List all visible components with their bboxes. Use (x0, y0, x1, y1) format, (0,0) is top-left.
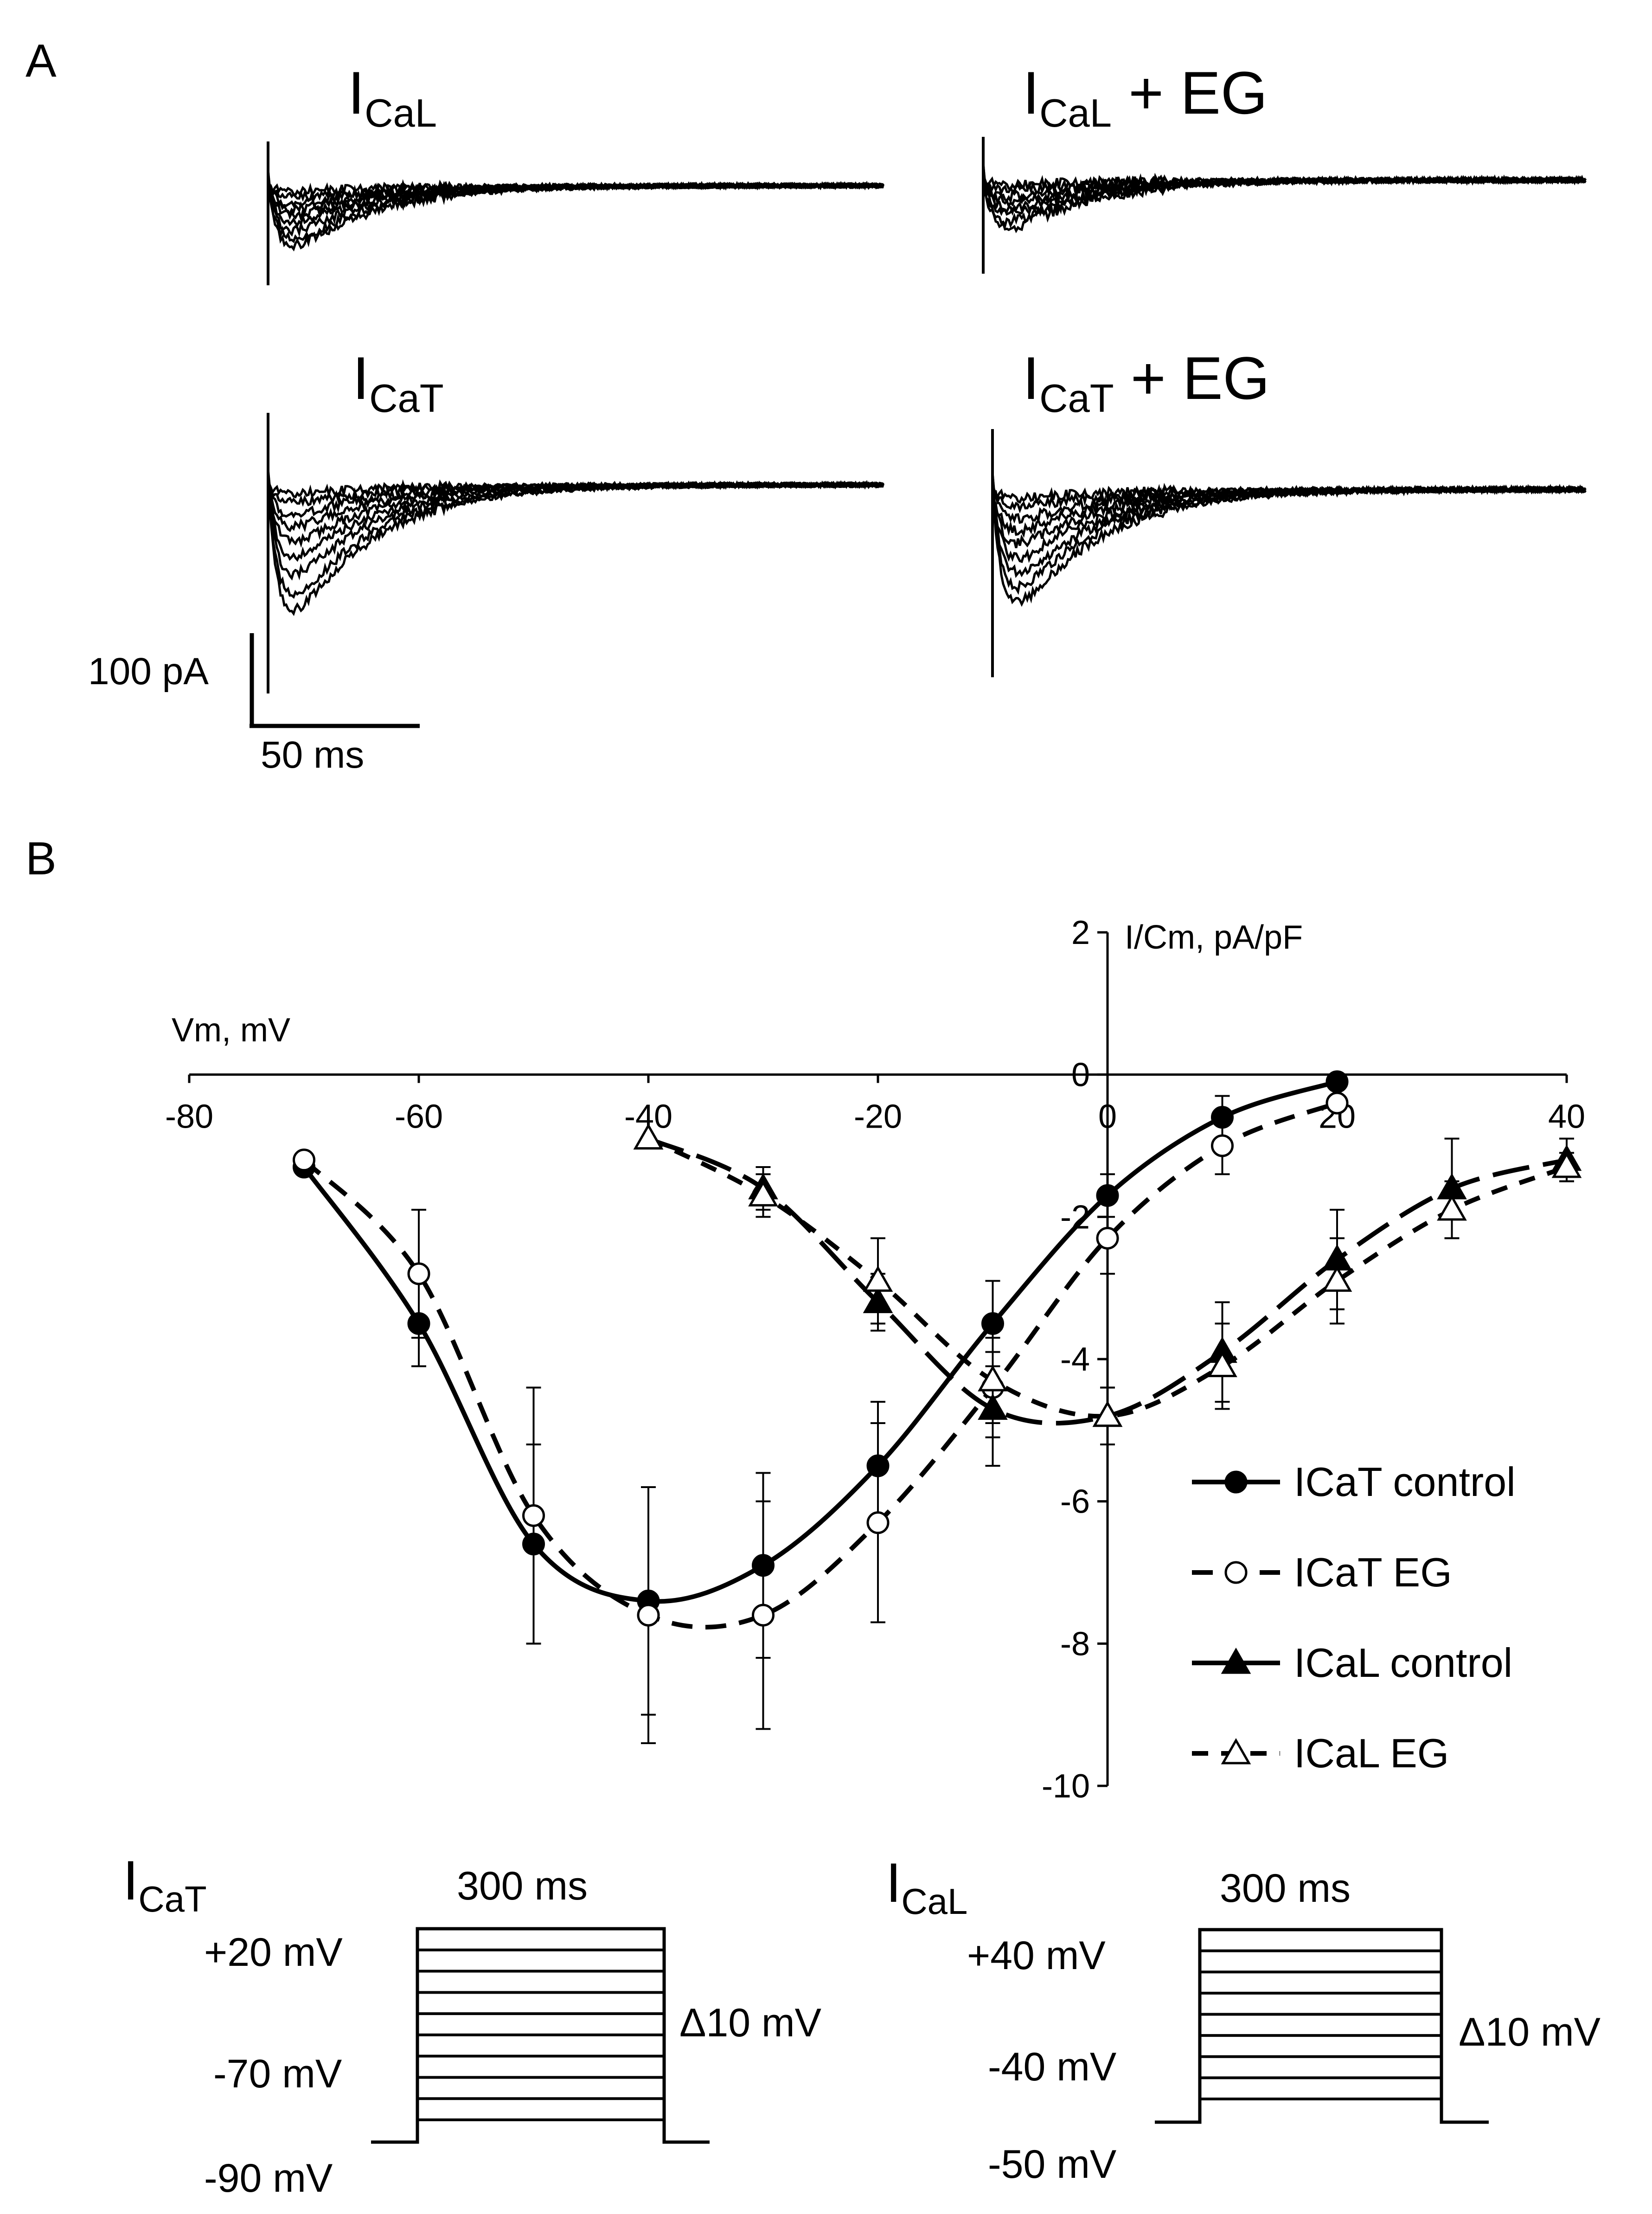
trace-family-cat-eg (991, 429, 1587, 677)
protocol-cat-step: Δ10 mV (679, 2001, 821, 2045)
panel-a-label: A (26, 35, 57, 87)
protocol-cal-top-voltage: +40 mV (967, 1933, 1106, 1978)
x-tick-label: 0 (1098, 1098, 1117, 1136)
trace-family-cal (267, 141, 884, 285)
chart-series (293, 1070, 1582, 1744)
panel-b-label: B (26, 833, 57, 885)
data-point (1325, 1070, 1349, 1093)
scale-bar-current-label: 100 pA (88, 650, 209, 693)
data-point (522, 1504, 545, 1527)
data-point (1325, 1091, 1349, 1115)
protocol-cal-title: ICaL (886, 1852, 967, 1922)
x-tick-label: -60 (395, 1098, 443, 1136)
protocol-cat: ICaT 300 ms +20 mV -70 mV -90 mV Δ10 mV (123, 1849, 821, 2201)
data-point (1437, 1194, 1467, 1221)
series-line (647, 1136, 1568, 1419)
protocol-cal-lower-voltage: -40 mV (988, 2045, 1116, 2089)
protocol-cal-duration: 300 ms (1220, 1866, 1351, 1911)
data-point (1092, 1400, 1123, 1427)
protocol-cal-steps (1155, 1928, 1489, 2124)
x-tick-label: -20 (854, 1098, 902, 1136)
data-point (407, 1262, 430, 1285)
legend-label: ICaT EG (1294, 1549, 1452, 1595)
scale-bar: 100 pA 50 ms (88, 633, 420, 776)
legend-entry-1: ICaT EG (1192, 1549, 1452, 1595)
x-tick-label: 40 (1548, 1098, 1585, 1136)
protocol-cat-hold-voltage: -90 mV (204, 2156, 333, 2201)
current-trace-7 (982, 163, 1587, 233)
legend-marker (1221, 1738, 1251, 1765)
series-icat-eg (293, 1091, 1349, 1744)
data-point (748, 1180, 778, 1206)
data-point (1207, 1351, 1237, 1377)
legend-entry-3: ICaL EG (1192, 1730, 1449, 1776)
data-point (637, 1604, 660, 1627)
legend-marker (1224, 1561, 1248, 1584)
legend-entry-0: ICaT control (1192, 1459, 1516, 1505)
current-trace-2 (267, 471, 884, 519)
trace-title-cat-eg: ICaT + EG (1023, 344, 1270, 421)
chart-legend: ICaT control ICaT EG ICaL control ICaL EG (1192, 1459, 1516, 1776)
data-point (633, 1123, 664, 1150)
data-point (863, 1265, 893, 1292)
series-line (302, 1101, 1338, 1630)
y-tick-label: -6 (1060, 1483, 1090, 1521)
trace-title-cal-eg: ICaL + EG (1023, 59, 1268, 135)
legend-label: ICaT control (1294, 1459, 1516, 1505)
x-tick-label: -80 (165, 1098, 213, 1136)
current-trace-8 (267, 466, 884, 616)
protocol-cal-hold-voltage: -50 mV (988, 2142, 1116, 2187)
protocol-cat-steps (371, 1927, 710, 2144)
legend-entry-2: ICaL control (1192, 1640, 1512, 1686)
data-point (1322, 1265, 1352, 1292)
y-tick-label: 2 (1071, 914, 1090, 951)
legend-marker (1221, 1647, 1251, 1674)
series-line (302, 1079, 1338, 1604)
scale-bar-time-label: 50 ms (261, 734, 364, 776)
protocol-cal-step: Δ10 mV (1459, 2010, 1601, 2054)
data-point (981, 1312, 1004, 1335)
data-point (293, 1149, 315, 1172)
trace-title-cat: ICaT (352, 344, 444, 421)
trace-family-cat (267, 413, 884, 693)
protocol-cat-duration: 300 ms (457, 1864, 588, 1908)
current-trace-8 (991, 476, 1586, 607)
y-tick-label: -4 (1060, 1341, 1090, 1378)
protocol-cal: ICaL 300 ms +40 mV -40 mV -50 mV Δ10 mV (886, 1852, 1601, 2187)
legend-label: ICaL control (1294, 1640, 1512, 1686)
data-point (1551, 1151, 1582, 1178)
protocol-outline (1155, 1928, 1489, 2124)
protocol-cat-top-voltage: +20 mV (204, 1930, 343, 1975)
y-axis-title: I/Cm, pA/pF (1125, 919, 1303, 956)
protocol-cat-title: ICaT (123, 1849, 207, 1919)
trace-family-cal-eg (982, 137, 1587, 274)
protocol-outline (371, 1927, 710, 2144)
legend-marker (1224, 1470, 1248, 1494)
data-point (1096, 1226, 1119, 1250)
y-tick-label: -10 (1042, 1768, 1090, 1805)
data-point (752, 1604, 775, 1627)
y-tick-label: -8 (1060, 1625, 1090, 1662)
data-point (1211, 1134, 1234, 1157)
protocol-cat-lower-voltage: -70 mV (213, 2052, 342, 2096)
trace-title-cal: ICaL (348, 59, 437, 135)
data-point (866, 1511, 890, 1534)
x-axis-title: Vm, mV (172, 1012, 290, 1049)
series-ical-eg (633, 1123, 1582, 1445)
legend-label: ICaL EG (1294, 1730, 1449, 1776)
data-point (978, 1365, 1008, 1392)
y-tick-label: 0 (1071, 1057, 1090, 1094)
current-trace-8 (267, 167, 884, 252)
